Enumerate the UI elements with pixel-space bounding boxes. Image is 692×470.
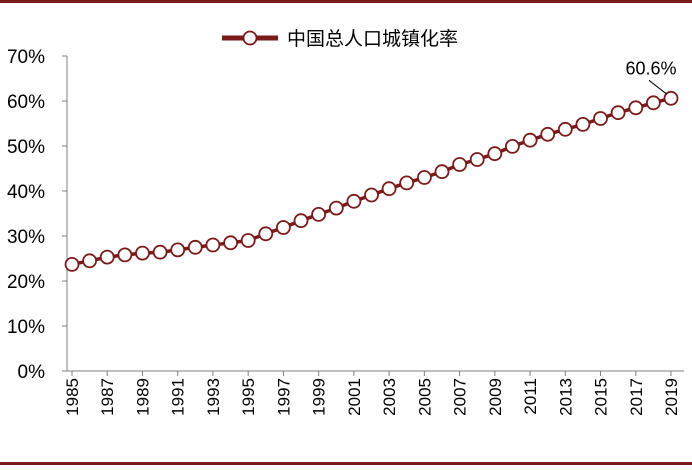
y-tick-label: 40% — [7, 182, 45, 203]
data-point-1987 — [99, 249, 115, 265]
legend-label: 中国总人口城镇化率 — [287, 28, 458, 50]
legend-marker-swatch — [242, 30, 258, 46]
data-point-1996 — [258, 226, 274, 242]
data-point-2000 — [328, 200, 344, 216]
data-point-2004 — [399, 175, 415, 191]
x-tick-label: 1985 — [63, 378, 82, 416]
y-tick-label: 0% — [18, 362, 46, 383]
data-point-2007 — [452, 157, 468, 172]
top-rule — [0, 0, 692, 3]
data-point-1985 — [64, 256, 80, 272]
x-tick-label: 2001 — [345, 378, 364, 416]
data-point-2012 — [540, 126, 556, 142]
data-point-1993 — [205, 237, 221, 253]
data-point-1986 — [82, 253, 97, 269]
data-point-1998 — [293, 213, 309, 229]
data-point-2010 — [505, 138, 520, 154]
x-tick-label: 2005 — [415, 378, 434, 416]
x-tick-label: 1991 — [169, 378, 188, 416]
data-point-1997 — [275, 220, 291, 235]
x-tick-label: 2015 — [592, 378, 611, 416]
x-tick-label: 2003 — [380, 378, 399, 416]
data-point-2005 — [416, 170, 432, 185]
annotation-leader-line — [648, 79, 668, 95]
data-point-2009 — [487, 146, 503, 162]
data-point-1992 — [187, 239, 203, 255]
data-point-2008 — [469, 152, 485, 167]
x-tick-label: 1987 — [98, 378, 117, 416]
data-point-2014 — [575, 117, 591, 132]
data-point-2001 — [346, 193, 362, 209]
y-tick-label: 70% — [7, 47, 45, 68]
y-tick-label: 20% — [7, 272, 45, 293]
annotation-label: 60.6% — [625, 58, 676, 78]
x-axis-ticks: 1985 1987 1989 1991 1993 1995 1997 1999 2001 2003… — [63, 371, 681, 416]
data-point-2015 — [593, 111, 608, 126]
x-tick-label: 2019 — [662, 378, 681, 416]
data-point-1990 — [152, 244, 168, 260]
x-tick-label: 2013 — [556, 378, 575, 416]
data-point-2016 — [610, 105, 626, 121]
data-point-2019 — [663, 90, 679, 106]
data-point-2002 — [364, 187, 379, 203]
x-tick-label: 2009 — [486, 378, 505, 416]
x-tick-label: 2017 — [627, 378, 646, 416]
x-tick-label: 1995 — [239, 378, 258, 416]
y-tick-label: 10% — [7, 317, 45, 338]
x-tick-label: 2007 — [451, 378, 470, 416]
bottom-rule — [0, 462, 692, 465]
data-point-2011 — [522, 132, 538, 148]
legend: 中国总人口城镇化率 — [222, 28, 458, 50]
data-point-1988 — [117, 247, 133, 263]
x-tick-label: 1999 — [310, 378, 329, 416]
y-tick-label: 30% — [7, 227, 45, 248]
data-point-2017 — [628, 100, 644, 116]
data-point-2018 — [646, 95, 661, 111]
y-tick-label: 60% — [7, 92, 45, 113]
data-point-2013 — [557, 121, 573, 137]
data-point-1991 — [170, 242, 186, 258]
data-point-2006 — [434, 164, 450, 180]
x-tick-label: 1989 — [133, 378, 152, 416]
data-point-1989 — [135, 245, 150, 261]
data-points — [64, 90, 679, 272]
x-tick-label: 1997 — [274, 378, 293, 416]
data-point-1994 — [223, 235, 239, 251]
y-axis-ticks: 0% 10% 20% 30% 40% 50% 60% 70% — [7, 47, 67, 383]
x-tick-label: 1993 — [204, 378, 223, 416]
x-tick-label: 2011 — [521, 378, 540, 415]
y-tick-label: 50% — [7, 137, 45, 158]
data-point-2003 — [381, 181, 397, 197]
data-point-1995 — [240, 233, 256, 248]
data-point-1999 — [311, 206, 327, 222]
